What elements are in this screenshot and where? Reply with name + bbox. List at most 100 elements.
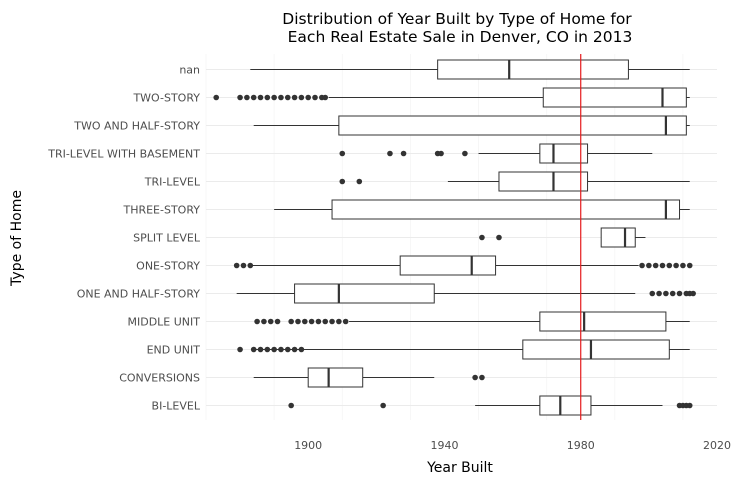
y-tick-label: ONE AND HALF-STORY xyxy=(77,288,201,301)
y-tick-label: SPLIT LEVEL xyxy=(133,232,201,245)
boxplot-one-and-half-story xyxy=(236,283,696,304)
outlier-point xyxy=(656,290,662,297)
outlier-point xyxy=(284,346,291,353)
outlier-point xyxy=(298,346,305,353)
outlier-point xyxy=(301,318,308,325)
outlier-point xyxy=(305,94,312,101)
outlier-point xyxy=(479,234,485,241)
box-iqr xyxy=(294,283,435,304)
outlier-point xyxy=(267,318,274,325)
outlier-point xyxy=(237,346,243,353)
outlier-point xyxy=(298,94,305,101)
outlier-point xyxy=(462,150,468,157)
y-tick-label: MIDDLE UNIT xyxy=(128,316,201,329)
box-iqr xyxy=(539,311,667,332)
outlier-point xyxy=(686,262,693,269)
y-tick-label: TWO-STORY xyxy=(132,92,200,105)
boxplot-tri-level xyxy=(339,171,690,192)
y-axis: BI-LEVEL CONVERSIONS END UNIT MIDDLE UNIT ON… xyxy=(47,64,201,413)
x-tick-label: 2020 xyxy=(703,439,731,452)
box-iqr xyxy=(498,171,589,192)
outlier-point xyxy=(669,290,676,297)
outlier-point xyxy=(278,94,284,101)
outlier-point xyxy=(284,94,291,101)
outlier-point xyxy=(264,94,271,101)
outlier-point xyxy=(288,318,294,325)
boxplot-three-story xyxy=(274,199,690,220)
boxplot-nan xyxy=(250,59,690,80)
boxplot-middle-unit xyxy=(254,311,690,332)
outlier-point xyxy=(257,346,264,353)
outlier-point xyxy=(676,290,683,297)
outlier-point xyxy=(649,290,656,297)
y-axis-title: Type of Home xyxy=(9,190,25,287)
outlier-point xyxy=(387,150,393,157)
outlier-point xyxy=(686,402,693,409)
outlier-point xyxy=(288,402,294,409)
outlier-point xyxy=(250,346,257,353)
x-axis-title: Year Built xyxy=(426,460,493,476)
outlier-point xyxy=(244,94,250,101)
outlier-point xyxy=(400,150,407,157)
box-iqr xyxy=(539,395,592,416)
outlier-point xyxy=(666,262,673,269)
y-tick-label: TRI-LEVEL WITH BASEMENT xyxy=(47,148,200,161)
outlier-point xyxy=(356,178,363,185)
chart-title-line-2: Each Real Estate Sale in Denver, CO in 2… xyxy=(288,28,633,46)
outlier-point xyxy=(336,318,342,325)
y-tick-label: TRI-LEVEL xyxy=(144,176,201,189)
outlier-point xyxy=(254,318,260,325)
x-tick-label: 1940 xyxy=(430,439,458,452)
boxplot-end-unit xyxy=(237,339,690,360)
outlier-point xyxy=(659,262,666,269)
boxplot-two-and-half-story xyxy=(253,115,690,136)
outlier-point xyxy=(312,94,318,101)
y-tick-label: ONE-STORY xyxy=(136,260,200,273)
boxplot-conversions xyxy=(253,367,485,388)
boxplot-one-story xyxy=(233,255,693,276)
box-iqr xyxy=(539,143,589,164)
x-axis: 1900 1940 1980 2020 xyxy=(294,439,731,452)
box-iqr xyxy=(399,255,497,276)
outlier-point xyxy=(639,262,645,269)
boxplot-split-level xyxy=(479,227,646,248)
y-tick-label: nan xyxy=(179,64,200,77)
outlier-point xyxy=(264,346,271,353)
outlier-point xyxy=(291,94,298,101)
outlier-point xyxy=(472,374,478,381)
chart-title-line-1: Distribution of Year Built by Type of Ho… xyxy=(282,10,632,28)
outlier-point xyxy=(339,150,346,157)
outlier-point xyxy=(380,402,386,409)
outlier-point xyxy=(261,318,267,325)
y-tick-label: THREE-STORY xyxy=(122,204,200,217)
y-tick-label: END UNIT xyxy=(147,344,201,357)
outlier-point xyxy=(322,318,329,325)
outlier-point xyxy=(339,178,346,185)
outlier-point xyxy=(213,94,220,101)
outlier-point xyxy=(652,262,659,269)
outlier-point xyxy=(278,346,284,353)
outlier-point xyxy=(271,346,277,353)
outlier-point xyxy=(271,94,277,101)
outlier-point xyxy=(438,150,444,157)
box-iqr xyxy=(338,115,687,136)
outlier-point xyxy=(342,318,349,325)
outlier-point xyxy=(237,94,243,101)
box-iqr xyxy=(522,339,670,360)
boxplot-two-story xyxy=(213,87,690,108)
y-tick-label: CONVERSIONS xyxy=(119,372,200,385)
outlier-point xyxy=(315,318,322,325)
box-iqr xyxy=(331,199,681,220)
outlier-point xyxy=(233,262,240,269)
outlier-point xyxy=(274,318,281,325)
outlier-point xyxy=(673,262,679,269)
outlier-point xyxy=(680,262,686,269)
outlier-point xyxy=(247,262,254,269)
boxplot-bi-level xyxy=(288,395,693,416)
outlier-point xyxy=(690,290,696,297)
box-iqr xyxy=(307,367,364,388)
outlier-point xyxy=(295,318,301,325)
box-iqr xyxy=(437,59,629,80)
outlier-point xyxy=(240,262,247,269)
